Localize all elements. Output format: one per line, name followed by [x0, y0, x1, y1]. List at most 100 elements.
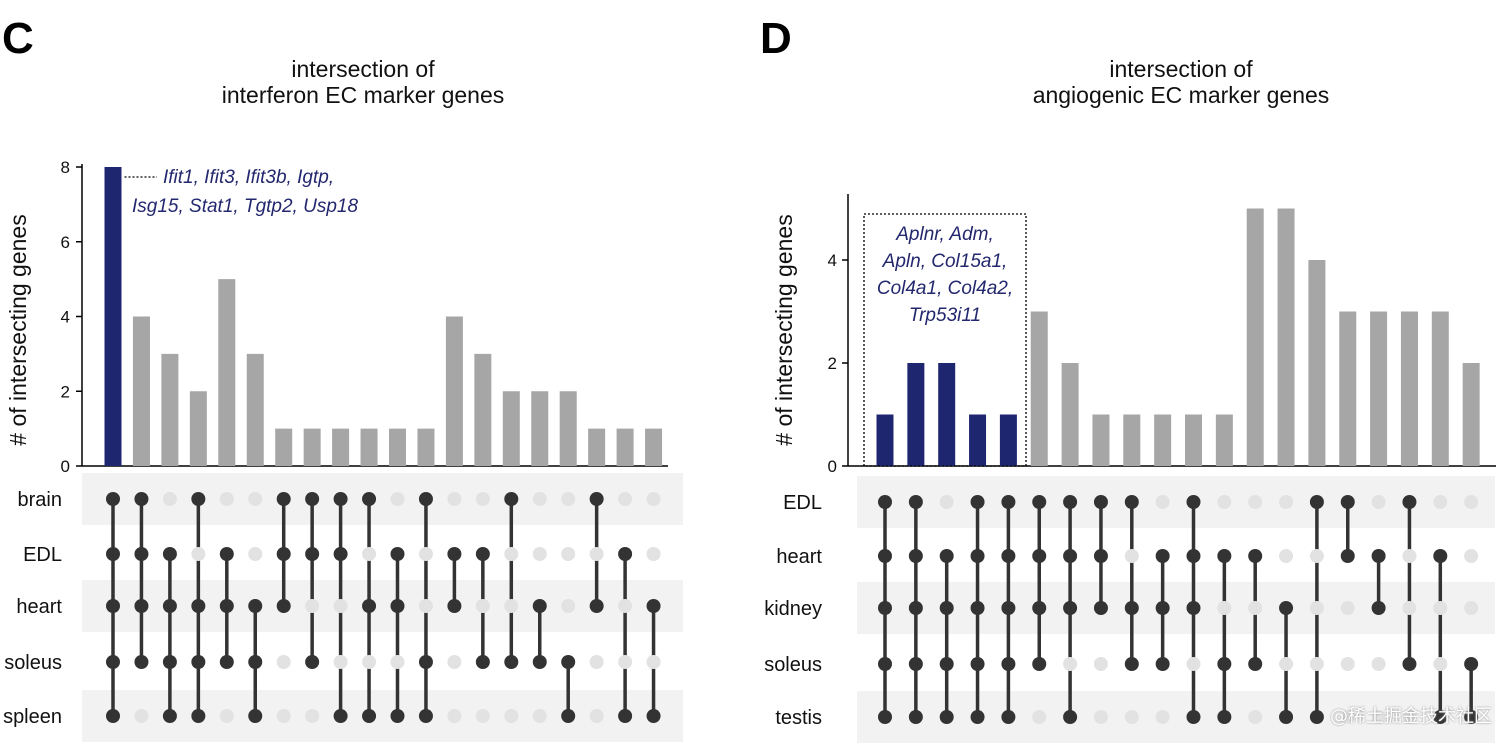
- dot-c-3-EDL: [191, 547, 206, 561]
- dot-c-1-soleus: [134, 655, 149, 669]
- dot-c-15-spleen: [532, 709, 547, 723]
- bar-c-8: [332, 428, 350, 466]
- dot-c-6-spleen: [276, 709, 291, 723]
- dot-d-15-soleus: [1340, 657, 1355, 671]
- dot-d-6-EDL: [1063, 495, 1078, 509]
- dot-d-1-soleus: [908, 657, 923, 671]
- dot-d-3-EDL: [970, 495, 985, 509]
- dot-c-19-soleus: [646, 655, 661, 669]
- dot-d-3-soleus: [970, 657, 985, 671]
- bar-c-0: [104, 167, 122, 466]
- dot-d-16-EDL: [1371, 495, 1386, 509]
- dot-c-17-EDL: [589, 547, 604, 561]
- bar-c-4: [218, 279, 236, 466]
- dot-c-2-soleus: [162, 655, 177, 669]
- dot-c-16-brain: [561, 492, 576, 506]
- dot-c-10-brain: [390, 492, 405, 506]
- dot-d-1-EDL: [908, 495, 923, 509]
- bar-d-3: [969, 414, 987, 466]
- annotation-box-d: [863, 213, 1027, 467]
- dot-c-12-soleus: [447, 655, 462, 669]
- dot-c-10-heart: [390, 599, 405, 613]
- dot-d-17-EDL: [1402, 495, 1417, 509]
- dot-d-11-testis: [1217, 710, 1232, 724]
- bar-c-19: [645, 428, 663, 466]
- panel-d-title-line2: angiogenic EC marker genes: [1032, 82, 1330, 108]
- panel-c-title: intersection of interferon EC marker gen…: [153, 56, 573, 108]
- dot-c-17-brain: [589, 492, 604, 506]
- dot-d-8-kidney: [1124, 601, 1139, 615]
- dot-c-19-EDL: [646, 547, 661, 561]
- dot-d-8-heart: [1124, 549, 1139, 563]
- panel-d-title-line1: intersection of: [1109, 56, 1253, 82]
- dot-c-7-soleus: [305, 655, 320, 669]
- dot-c-17-spleen: [589, 709, 604, 723]
- dot-c-2-heart: [162, 599, 177, 613]
- dot-c-3-brain: [191, 492, 206, 506]
- bar-c-10: [389, 428, 406, 466]
- annotation-line-d-1: Apln, Col15a1,: [882, 251, 1008, 272]
- bar-c-13: [474, 353, 492, 466]
- dot-c-14-spleen: [504, 709, 519, 723]
- dot-c-11-heart: [418, 599, 433, 613]
- dot-d-4-testis: [1001, 710, 1016, 724]
- dot-d-12-kidney: [1248, 601, 1263, 615]
- set-label-d-EDL: EDL: [783, 492, 822, 514]
- dot-d-4-soleus: [1001, 657, 1016, 671]
- bar-d-7: [1092, 414, 1110, 466]
- dot-c-0-brain: [106, 492, 120, 506]
- dot-d-1-testis: [908, 710, 923, 724]
- dot-c-4-heart: [219, 599, 234, 613]
- dot-d-0-EDL: [878, 495, 892, 509]
- y-axis-label-d: # of intersecting genes: [771, 214, 797, 445]
- dot-d-5-EDL: [1032, 495, 1047, 509]
- dot-d-10-kidney: [1186, 601, 1201, 615]
- dot-c-14-EDL: [504, 547, 519, 561]
- dot-d-15-kidney: [1340, 601, 1355, 615]
- dot-d-7-kidney: [1093, 601, 1108, 615]
- dot-c-18-EDL: [618, 547, 633, 561]
- set-label-d-soleus: soleus: [764, 654, 822, 676]
- bar-c-9: [360, 428, 378, 466]
- dot-d-9-heart: [1155, 549, 1170, 563]
- annotation-line-c-1: Isg15, Stat1, Tgtp2, Usp18: [132, 196, 358, 217]
- dot-d-12-EDL: [1248, 495, 1263, 509]
- dot-d-2-soleus: [939, 657, 954, 671]
- dot-d-4-EDL: [1001, 495, 1016, 509]
- dot-c-0-spleen: [106, 709, 120, 723]
- dot-d-2-kidney: [939, 601, 954, 615]
- dot-d-13-EDL: [1279, 495, 1294, 509]
- bar-d-9: [1154, 414, 1172, 466]
- dot-c-18-heart: [618, 599, 633, 613]
- dot-d-7-heart: [1093, 549, 1108, 563]
- dot-c-13-brain: [475, 492, 490, 506]
- dot-c-17-heart: [589, 599, 604, 613]
- dot-c-3-spleen: [191, 709, 206, 723]
- set-row-band-d-0: [857, 476, 1495, 528]
- set-row-band-c-4: [82, 690, 683, 742]
- dot-c-16-soleus: [561, 655, 576, 669]
- dot-d-13-testis: [1279, 710, 1294, 724]
- dot-c-11-EDL: [418, 547, 433, 561]
- dot-d-0-kidney: [878, 601, 892, 615]
- bar-c-15: [531, 391, 549, 466]
- dot-c-15-heart: [532, 599, 547, 613]
- bar-d-13: [1277, 208, 1295, 466]
- dot-d-7-EDL: [1093, 495, 1108, 509]
- dot-c-0-heart: [106, 599, 120, 613]
- dot-d-16-soleus: [1371, 657, 1386, 671]
- dot-d-8-EDL: [1124, 495, 1139, 509]
- set-row-band-c-2: [82, 580, 683, 632]
- set-label-d-testis: testis: [775, 707, 822, 729]
- annotation-line-d-0: Aplnr, Adm,: [895, 224, 994, 245]
- annotation-line-d-2: Col4a1, Col4a2,: [877, 278, 1013, 299]
- dot-d-0-testis: [878, 710, 892, 724]
- dot-d-17-testis: [1402, 710, 1417, 724]
- dot-d-19-EDL: [1464, 495, 1479, 509]
- dot-c-8-brain: [333, 492, 348, 506]
- dot-d-13-soleus: [1279, 657, 1294, 671]
- dot-d-0-heart: [878, 549, 892, 563]
- bar-d-5: [1030, 311, 1048, 466]
- dot-c-6-heart: [276, 599, 291, 613]
- y-tick-label-c-2: 2: [61, 382, 70, 401]
